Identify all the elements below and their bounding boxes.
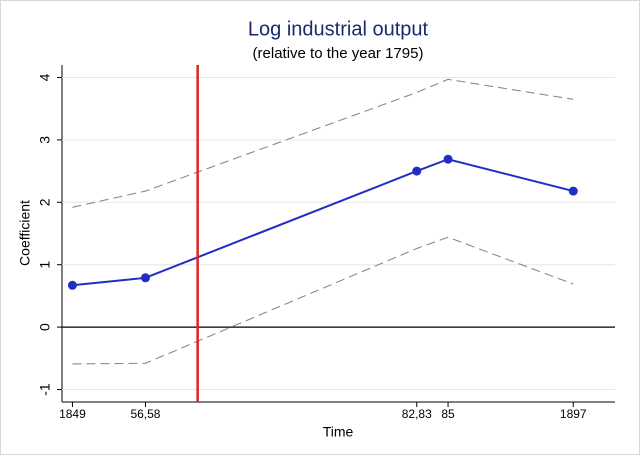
x-tick-label: 85 [441,407,455,421]
point [140,273,150,283]
chart-subtitle: (relative to the year 1795) [253,45,424,62]
point [568,186,578,196]
y-axis-label: Coefficient [17,200,33,266]
point [443,154,453,164]
ci-line [72,236,574,365]
x-tick-label: 56,58 [130,407,160,421]
x-tick-label: 1897 [560,407,587,421]
y-tick-label: 0 [37,323,53,331]
point [412,166,422,176]
point [67,280,77,290]
chart-title: Log industrial output [248,18,429,40]
y-tick-label: 4 [37,73,53,81]
ci-line [72,78,574,208]
x-axis-label: Time [323,424,354,440]
y-tick-label: 3 [37,136,53,144]
y-tick-label: 1 [37,261,53,269]
x-tick-label: 1849 [59,407,86,421]
y-tick-label: -1 [37,383,53,396]
y-tick-label: 2 [37,198,53,206]
x-tick-label: 82,83 [402,407,432,421]
